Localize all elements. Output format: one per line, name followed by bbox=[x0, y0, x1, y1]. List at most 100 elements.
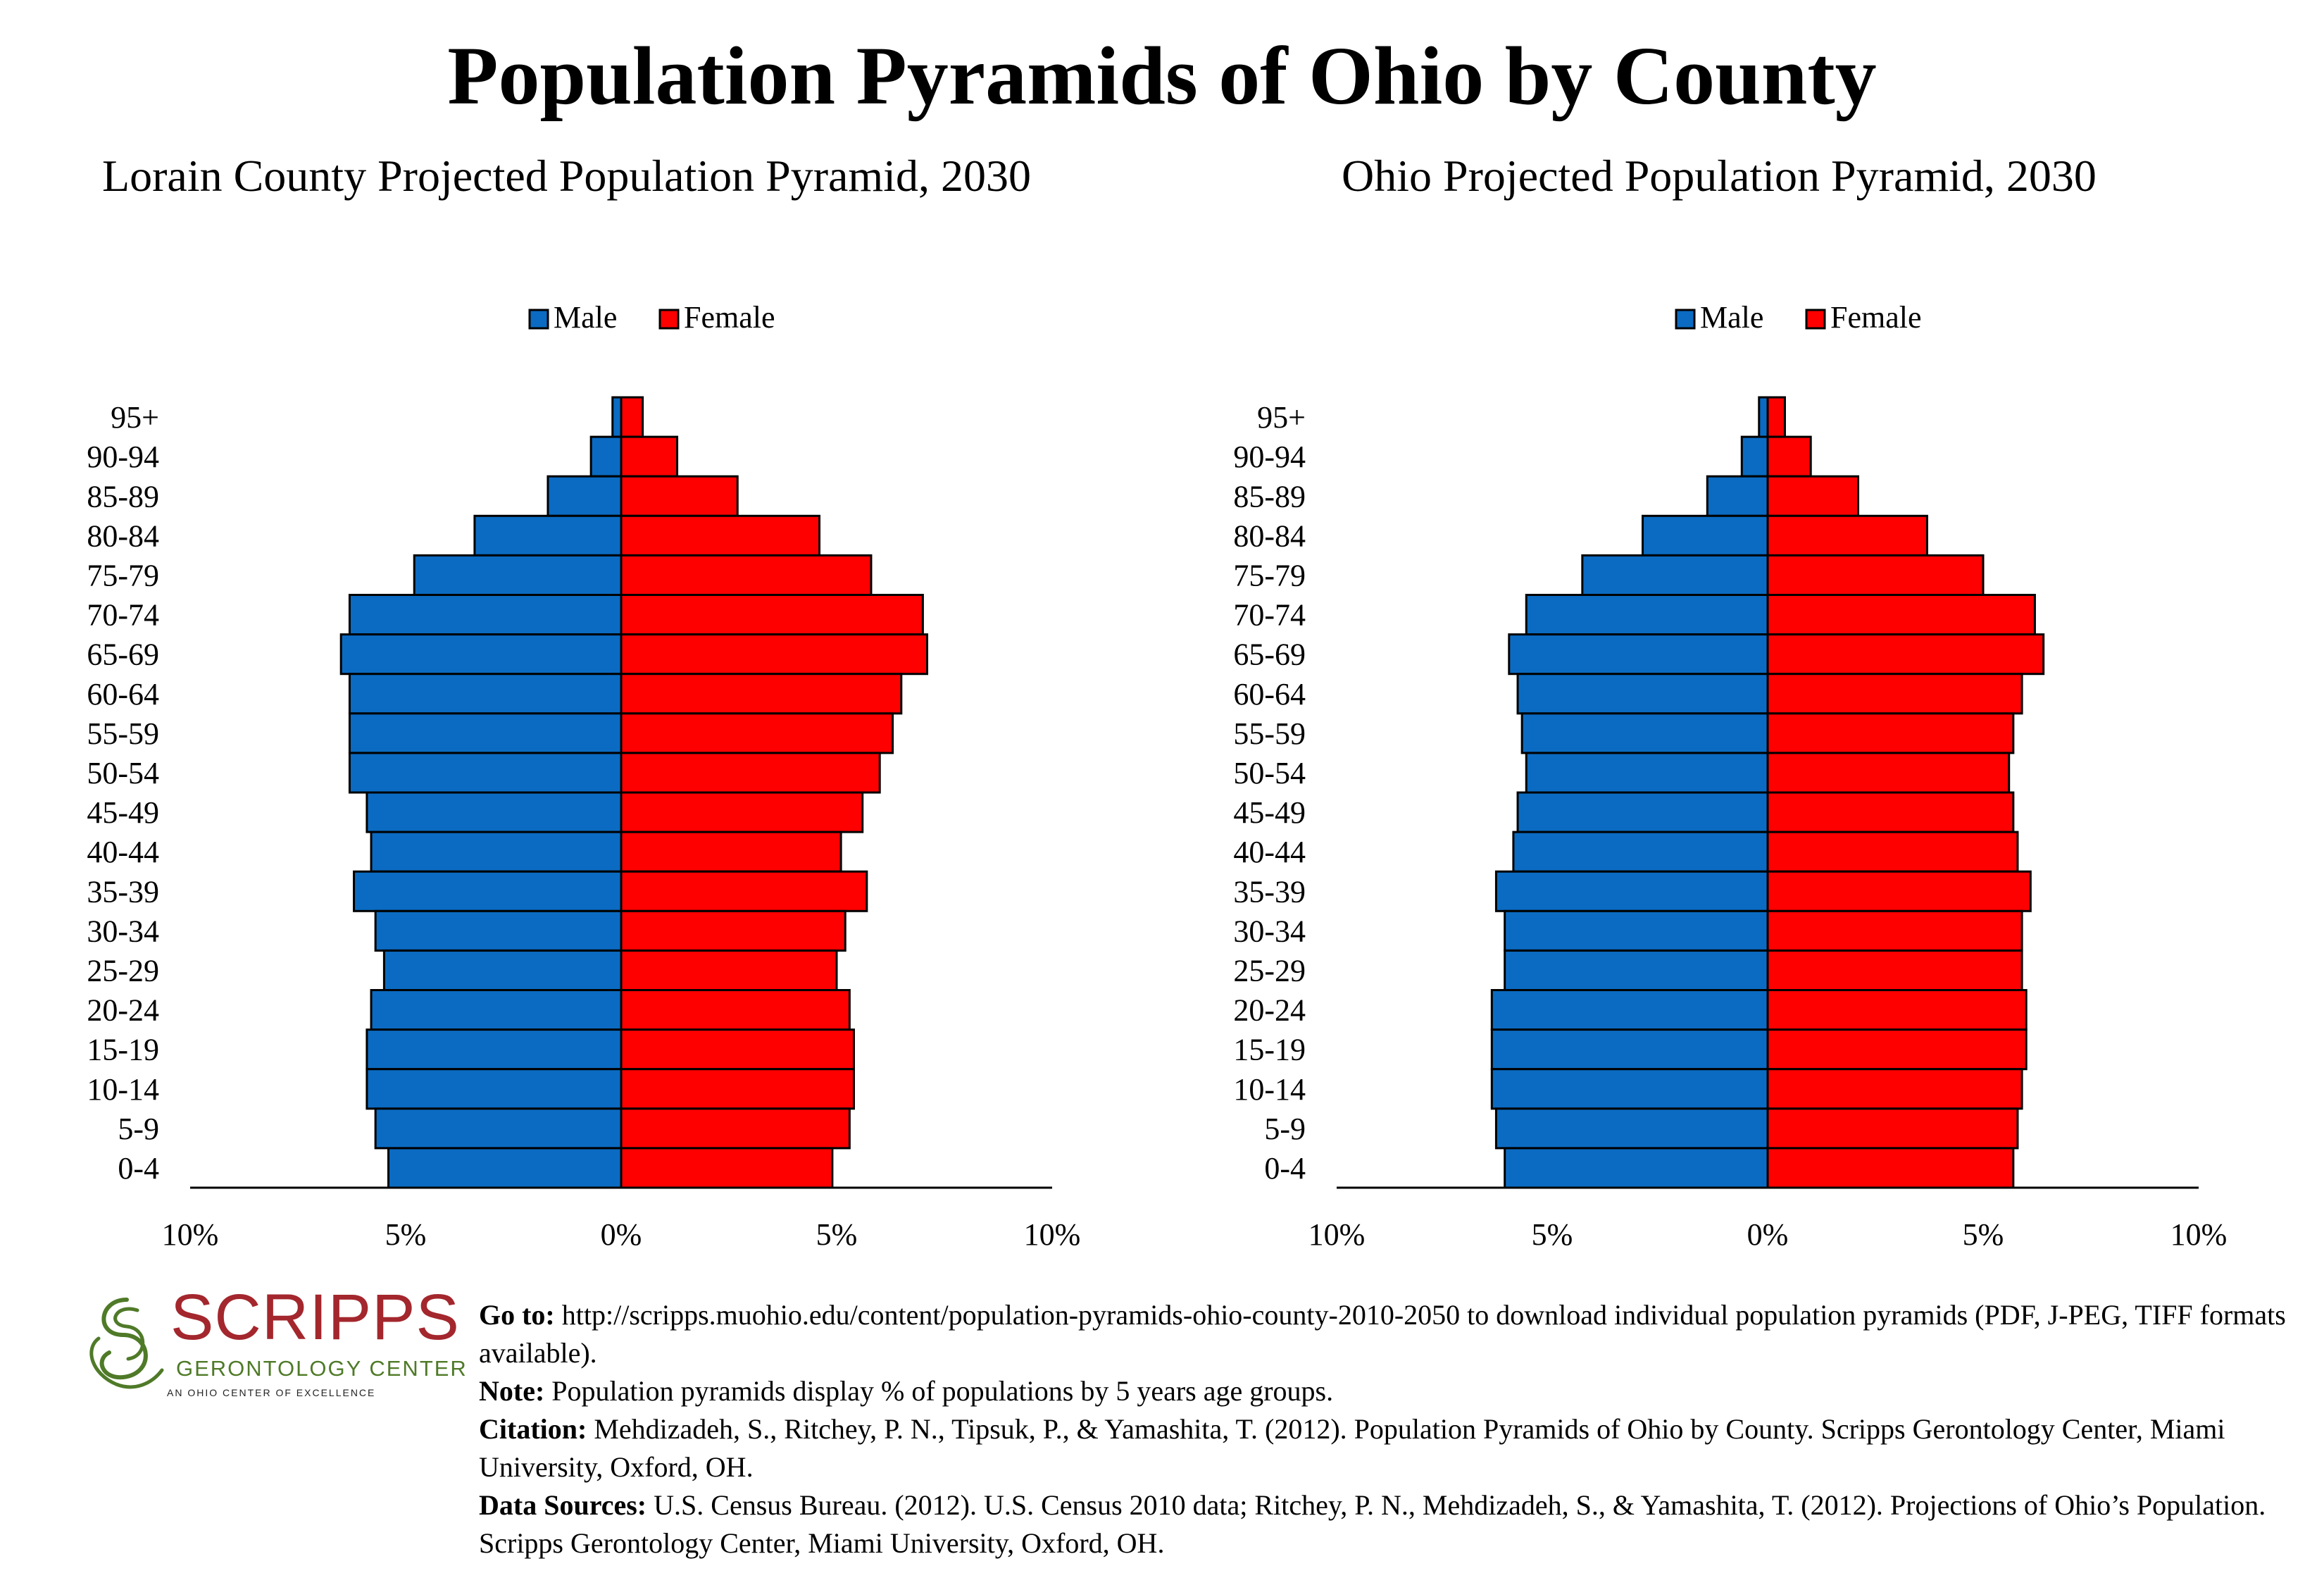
bar-female-50-54 bbox=[1766, 752, 2011, 794]
bar-female-30-34 bbox=[1766, 909, 2023, 952]
age-label-35-39: 35-39 bbox=[1233, 874, 1306, 909]
age-label-55-59: 55-59 bbox=[87, 716, 159, 751]
scripps-logo: SCRIPPS GERONTOLOGY CENTER AN OHIO CENTE… bbox=[85, 1281, 466, 1412]
age-label-80-84: 80-84 bbox=[87, 518, 159, 553]
bar-male-0-4 bbox=[1504, 1147, 1769, 1189]
bar-male-75-79 bbox=[1581, 554, 1769, 597]
sources-text: U.S. Census Bureau. (2012). U.S. Census … bbox=[479, 1489, 2266, 1559]
x-tick-label: 0% bbox=[601, 1217, 642, 1252]
bar-male-80-84 bbox=[473, 514, 623, 557]
pyramid-charts: Male Female 95+ 90-94 85-89 80-84 75-79 70-74 65… bbox=[87, 300, 2227, 1252]
citation-label: Citation: bbox=[479, 1413, 587, 1445]
bar-female-90-94 bbox=[620, 435, 679, 478]
age-label-90-94: 90-94 bbox=[1233, 440, 1306, 474]
citation-note: Citation: Mehdizadeh, S., Ritchey, P. N.… bbox=[479, 1410, 2317, 1486]
bar-female-95+ bbox=[620, 396, 644, 438]
bar-male-50-54 bbox=[1525, 752, 1769, 794]
logo-wordmark: SCRIPPS bbox=[170, 1281, 460, 1353]
bar-male-90-94 bbox=[589, 435, 623, 478]
bar-female-40-44 bbox=[620, 831, 842, 873]
bar-female-55-59 bbox=[1766, 712, 2015, 754]
age-label-15-19: 15-19 bbox=[1233, 1033, 1306, 1067]
age-label-60-64: 60-64 bbox=[87, 677, 159, 711]
bar-female-60-64 bbox=[1766, 673, 2023, 715]
bar-male-75-79 bbox=[413, 554, 623, 597]
bar-female-75-79 bbox=[1766, 554, 1985, 597]
age-label-15-19: 15-19 bbox=[87, 1033, 159, 1067]
bar-male-30-34 bbox=[374, 909, 623, 952]
bar-female-50-54 bbox=[620, 752, 881, 794]
x-tick-label: 5% bbox=[816, 1217, 858, 1252]
age-label-30-34: 30-34 bbox=[1233, 914, 1306, 948]
goto-text: http://scripps.muohio.edu/content/popula… bbox=[479, 1299, 2286, 1369]
bar-female-80-84 bbox=[1766, 514, 1928, 557]
legend-male-swatch bbox=[1675, 309, 1696, 330]
age-label-20-24: 20-24 bbox=[1233, 993, 1306, 1028]
bar-male-25-29 bbox=[1504, 949, 1769, 992]
x-tick-label: 5% bbox=[385, 1217, 427, 1252]
age-label-95+: 95+ bbox=[111, 400, 159, 435]
legend-female-label: Female bbox=[684, 300, 775, 335]
age-label-85-89: 85-89 bbox=[87, 479, 159, 514]
bar-male-25-29 bbox=[382, 949, 623, 992]
goto-label: Go to: bbox=[479, 1299, 555, 1331]
bar-female-5-9 bbox=[1766, 1107, 2019, 1150]
x-tick-label: 10% bbox=[162, 1217, 219, 1252]
goto-note: Go to: http://scripps.muohio.edu/content… bbox=[479, 1296, 2317, 1372]
note-label: Note: bbox=[479, 1375, 545, 1407]
x-tick-label: 10% bbox=[1024, 1217, 1081, 1252]
age-label-85-89: 85-89 bbox=[1233, 479, 1306, 514]
citation-text: Mehdizadeh, S., Ritchey, P. N., Tipsuk, … bbox=[479, 1413, 2225, 1483]
bar-female-10-14 bbox=[620, 1068, 855, 1110]
bar-male-10-14 bbox=[1490, 1068, 1769, 1110]
bar-male-80-84 bbox=[1642, 514, 1769, 557]
age-label-75-79: 75-79 bbox=[1233, 558, 1306, 592]
x-tick-label: 10% bbox=[1308, 1217, 1366, 1252]
age-label-50-54: 50-54 bbox=[1233, 756, 1306, 790]
bar-female-70-74 bbox=[620, 594, 924, 636]
bar-female-0-4 bbox=[620, 1147, 834, 1189]
age-label-75-79: 75-79 bbox=[87, 558, 159, 592]
bar-male-35-39 bbox=[353, 870, 623, 912]
bar-male-35-39 bbox=[1494, 870, 1769, 912]
age-label-70-74: 70-74 bbox=[87, 598, 159, 633]
sources-note: Data Sources: U.S. Census Bureau. (2012)… bbox=[479, 1486, 2317, 1562]
bar-male-40-44 bbox=[1512, 831, 1769, 873]
bar-male-5-9 bbox=[1494, 1107, 1769, 1150]
bar-male-55-59 bbox=[1520, 712, 1769, 754]
bar-female-90-94 bbox=[1766, 435, 1812, 478]
bar-female-15-19 bbox=[1766, 1028, 2028, 1071]
bar-female-30-34 bbox=[620, 909, 846, 952]
legend-male-label: Male bbox=[554, 300, 617, 335]
bar-female-85-89 bbox=[620, 475, 739, 517]
bar-male-15-19 bbox=[1490, 1028, 1769, 1071]
age-label-80-84: 80-84 bbox=[1233, 518, 1306, 553]
bar-female-45-49 bbox=[1766, 791, 2015, 833]
age-label-55-59: 55-59 bbox=[1233, 716, 1306, 751]
bar-male-15-19 bbox=[366, 1028, 623, 1071]
bar-male-20-24 bbox=[1490, 989, 1769, 1031]
bar-female-55-59 bbox=[620, 712, 894, 754]
bar-male-60-64 bbox=[1516, 673, 1769, 715]
bar-female-10-14 bbox=[1766, 1068, 2023, 1110]
age-label-20-24: 20-24 bbox=[87, 993, 159, 1028]
bar-male-20-24 bbox=[370, 989, 623, 1031]
bar-male-50-54 bbox=[348, 752, 623, 794]
bar-male-30-34 bbox=[1504, 909, 1769, 952]
bar-female-20-24 bbox=[620, 989, 851, 1031]
age-label-45-49: 45-49 bbox=[87, 795, 159, 830]
age-label-40-44: 40-44 bbox=[1233, 835, 1306, 869]
age-label-40-44: 40-44 bbox=[87, 835, 159, 869]
logo-tagline: AN OHIO CENTER OF EXCELLENCE bbox=[167, 1387, 376, 1398]
bar-female-20-24 bbox=[1766, 989, 2028, 1031]
bar-male-70-74 bbox=[348, 594, 623, 636]
age-label-65-69: 65-69 bbox=[87, 638, 159, 672]
age-label-5-9: 5-9 bbox=[1264, 1112, 1306, 1146]
legend-female-swatch bbox=[1805, 309, 1826, 330]
bar-female-85-89 bbox=[1766, 475, 1860, 517]
age-label-35-39: 35-39 bbox=[87, 874, 159, 909]
bar-female-95+ bbox=[1766, 396, 1786, 438]
bar-female-25-29 bbox=[620, 949, 838, 992]
note-line: Note: Population pyramids display % of p… bbox=[479, 1372, 2317, 1410]
legend-female-swatch bbox=[658, 309, 680, 330]
